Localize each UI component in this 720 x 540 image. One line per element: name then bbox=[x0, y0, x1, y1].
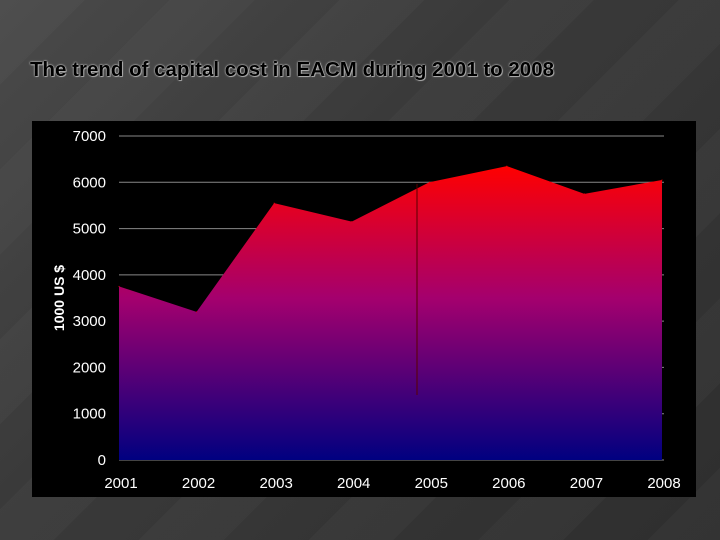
y-tick-label: 5000 bbox=[73, 221, 106, 238]
x-tick-label: 2008 bbox=[647, 475, 680, 492]
y-tick-label: 4000 bbox=[73, 267, 106, 284]
x-tick-label: 2001 bbox=[104, 475, 137, 492]
slide-title: The trend of capital cost in EACM during… bbox=[30, 58, 554, 81]
data-point-2007 bbox=[583, 193, 585, 195]
x-tick-label: 2004 bbox=[337, 475, 370, 492]
data-point-2006 bbox=[506, 165, 508, 167]
y-tick-labels: 0 1000 2000 3000 4000 5000 6000 7000 bbox=[73, 128, 106, 469]
y-axis-label: 1000 US $ bbox=[51, 265, 67, 331]
data-point-2003 bbox=[273, 202, 275, 204]
x-tick-label: 2002 bbox=[182, 475, 215, 492]
y-tick-label: 2000 bbox=[73, 359, 106, 376]
y-tick-label: 1000 bbox=[73, 406, 106, 423]
x-tick-label: 2005 bbox=[415, 475, 448, 492]
x-tick-labels: 2001 2002 2003 2004 2005 2006 2007 2008 bbox=[104, 475, 680, 492]
x-tick-label: 2007 bbox=[570, 475, 603, 492]
x-tick-label: 2006 bbox=[492, 475, 525, 492]
series-area bbox=[119, 166, 662, 461]
y-tick-label: 3000 bbox=[73, 313, 106, 330]
data-point-2005 bbox=[428, 181, 430, 183]
y-tick-label: 0 bbox=[98, 452, 106, 469]
y-tick-label: 7000 bbox=[73, 128, 106, 145]
x-tick-label: 2003 bbox=[259, 475, 292, 492]
y-tick-label: 6000 bbox=[73, 174, 106, 191]
data-point-2002 bbox=[196, 311, 198, 313]
data-point-2001 bbox=[118, 285, 120, 287]
data-point-2004 bbox=[351, 221, 353, 223]
data-point-2008 bbox=[661, 179, 663, 181]
